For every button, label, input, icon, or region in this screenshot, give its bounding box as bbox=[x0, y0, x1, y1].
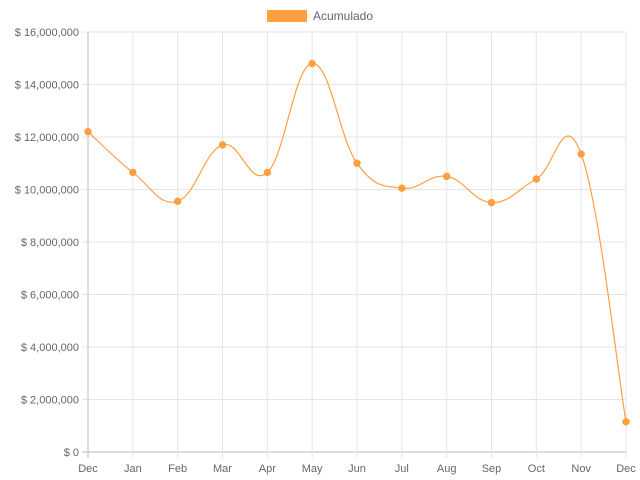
x-tick-label: Dec bbox=[616, 463, 636, 475]
y-tick-label: $ 12,000,000 bbox=[15, 132, 79, 144]
series-acumulado bbox=[84, 59, 630, 426]
data-point[interactable] bbox=[263, 168, 272, 177]
data-point[interactable] bbox=[173, 197, 182, 206]
y-axis: $ 0 $ 2,000,000 $ 4,000,000 $ 6,000,000 $ 8,… bbox=[15, 27, 79, 459]
y-tick-label: $ 4,000,000 bbox=[21, 342, 79, 354]
legend-swatch bbox=[266, 10, 307, 22]
data-point[interactable] bbox=[308, 59, 316, 68]
x-tick-label: Jun bbox=[348, 463, 366, 475]
grid bbox=[82, 31, 627, 458]
x-tick-label: May bbox=[302, 463, 323, 475]
x-tick-label: Aug bbox=[437, 463, 457, 475]
data-point[interactable] bbox=[84, 128, 92, 136]
data-point[interactable] bbox=[622, 418, 630, 426]
data-point[interactable] bbox=[353, 159, 361, 167]
x-tick-label: Oct bbox=[528, 463, 545, 475]
y-tick-label: $ 10,000,000 bbox=[15, 185, 79, 197]
y-tick-label: $ 2,000,000 bbox=[21, 395, 79, 407]
x-tick-label: Sep bbox=[482, 463, 502, 475]
data-point[interactable] bbox=[442, 172, 451, 181]
data-point[interactable] bbox=[577, 150, 585, 158]
x-tick-label: Mar bbox=[213, 463, 232, 475]
data-point[interactable] bbox=[218, 141, 227, 149]
legend-label: Acumulado bbox=[312, 9, 374, 23]
x-tick-label: Jul bbox=[395, 463, 409, 475]
y-tick-label: $ 14,000,000 bbox=[15, 80, 79, 92]
data-point[interactable] bbox=[532, 175, 541, 183]
data-point[interactable] bbox=[398, 184, 406, 192]
data-point[interactable] bbox=[129, 168, 137, 177]
legend[interactable]: Acumulado bbox=[0, 8, 640, 24]
x-tick-label: Dec bbox=[78, 463, 98, 475]
x-tick-label: Nov bbox=[571, 463, 591, 475]
x-tick-label: Feb bbox=[168, 463, 187, 475]
y-tick-label: $ 8,000,000 bbox=[21, 237, 79, 249]
y-tick-label: $ 16,000,000 bbox=[15, 27, 79, 39]
x-tick-label: Apr bbox=[259, 463, 276, 475]
y-tick-label: $ 0 bbox=[64, 447, 79, 459]
x-axis: Dec Jan Feb Mar Apr May Jun Jul Aug Sep Oct Nov Dec bbox=[78, 463, 636, 475]
y-tick-label: $ 6,000,000 bbox=[21, 290, 79, 302]
data-point[interactable] bbox=[487, 198, 496, 207]
x-tick-label: Jan bbox=[124, 463, 142, 475]
